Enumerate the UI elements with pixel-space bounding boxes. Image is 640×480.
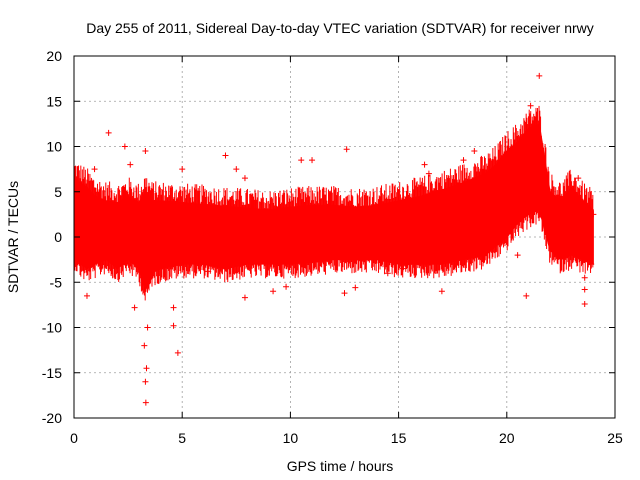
- data-point: [399, 265, 406, 272]
- data-point: [144, 324, 151, 331]
- data-point: [83, 292, 90, 299]
- data-point: [270, 288, 277, 295]
- y-tick-label: 0: [54, 229, 62, 245]
- ticks: 0 5 10 15 20 25 -20 -15 -10 -5 0 5 10 15 20: [42, 48, 623, 446]
- x-tick-label: 0: [70, 430, 78, 446]
- data-point: [564, 247, 571, 254]
- data-point: [298, 157, 305, 164]
- x-axis-label: GPS time / hours: [287, 458, 394, 474]
- x-tick-label: 25: [607, 430, 623, 446]
- data-point: [438, 288, 445, 295]
- data-point: [581, 274, 588, 281]
- data-series: [73, 72, 597, 406]
- data-point: [170, 304, 177, 311]
- data-point: [283, 283, 290, 290]
- y-tick-label: 15: [46, 93, 62, 109]
- data-point: [205, 268, 212, 275]
- data-point: [170, 322, 177, 329]
- data-point: [421, 161, 428, 168]
- y-tick-label: 20: [46, 48, 62, 64]
- x-tick-label: 20: [499, 430, 515, 446]
- data-point: [460, 157, 467, 164]
- data-point: [523, 292, 530, 299]
- data-point: [141, 342, 148, 349]
- data-point: [142, 399, 149, 406]
- data-point: [142, 378, 149, 385]
- y-tick-label: -10: [42, 320, 62, 336]
- y-tick-label: 5: [54, 184, 62, 200]
- data-point: [127, 161, 134, 168]
- data-point: [143, 365, 150, 372]
- y-tick-label: -20: [42, 410, 62, 426]
- data-point: [527, 102, 534, 109]
- x-tick-label: 10: [283, 430, 299, 446]
- data-point: [131, 304, 138, 311]
- data-point: [341, 290, 348, 297]
- data-point: [241, 175, 248, 182]
- data-point: [425, 170, 432, 177]
- y-tick-label: -5: [50, 274, 63, 290]
- data-point: [514, 252, 521, 259]
- data-point: [384, 270, 391, 277]
- data-point: [343, 146, 350, 153]
- data-point: [575, 175, 582, 182]
- data-point: [81, 184, 88, 191]
- y-axis-label: SDTVAR / TECUs: [5, 181, 21, 293]
- data-point: [588, 261, 595, 268]
- data-point: [222, 152, 229, 159]
- data-point: [91, 166, 98, 173]
- data-point: [536, 72, 543, 79]
- data-point: [179, 166, 186, 173]
- y-tick-label: 10: [46, 139, 62, 155]
- data-point: [309, 157, 316, 164]
- data-point: [233, 166, 240, 173]
- data-point: [121, 143, 128, 150]
- data-point: [241, 294, 248, 301]
- data-point: [581, 286, 588, 293]
- x-tick-label: 5: [178, 430, 186, 446]
- y-tick-label: -15: [42, 365, 62, 381]
- data-point: [471, 148, 478, 155]
- data-point: [352, 284, 359, 291]
- chart-title: Day 255 of 2011, Sidereal Day-to-day VTE…: [86, 20, 594, 36]
- data-point: [105, 129, 112, 136]
- x-tick-label: 15: [391, 430, 407, 446]
- data-point: [142, 148, 149, 155]
- data-point: [581, 300, 588, 307]
- data-point: [174, 349, 181, 356]
- data-point: [590, 211, 597, 218]
